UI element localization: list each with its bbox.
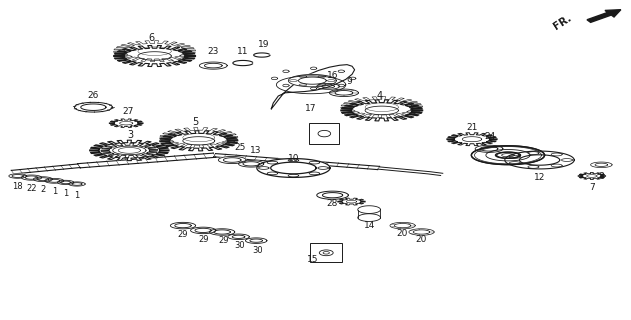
Text: 19: 19 <box>258 40 269 49</box>
Text: 16: 16 <box>327 71 338 80</box>
Text: 21: 21 <box>466 124 478 132</box>
Polygon shape <box>57 180 74 185</box>
Polygon shape <box>245 238 267 244</box>
Polygon shape <box>341 97 423 118</box>
Text: 10: 10 <box>288 154 299 163</box>
Polygon shape <box>114 45 196 67</box>
Polygon shape <box>271 65 355 109</box>
Polygon shape <box>101 143 158 158</box>
Text: 29: 29 <box>219 236 229 245</box>
Bar <box>309 123 339 144</box>
Text: 1: 1 <box>63 189 68 198</box>
Polygon shape <box>69 182 85 186</box>
Polygon shape <box>218 156 246 164</box>
Polygon shape <box>239 161 264 167</box>
Polygon shape <box>90 140 169 161</box>
Polygon shape <box>288 75 336 87</box>
Text: 9: 9 <box>346 77 353 86</box>
Polygon shape <box>78 153 216 168</box>
Polygon shape <box>317 84 339 89</box>
Polygon shape <box>33 177 52 182</box>
Polygon shape <box>341 100 423 121</box>
Text: 23: 23 <box>207 47 218 56</box>
Text: 15: 15 <box>307 255 318 264</box>
Text: 17: 17 <box>305 104 316 113</box>
Polygon shape <box>45 178 64 183</box>
Text: 20: 20 <box>396 229 408 238</box>
Polygon shape <box>409 229 434 235</box>
Text: 24: 24 <box>484 132 495 141</box>
Polygon shape <box>338 198 365 205</box>
Text: 30: 30 <box>252 246 262 255</box>
Polygon shape <box>209 229 235 235</box>
Text: 29: 29 <box>198 235 208 244</box>
Polygon shape <box>213 154 380 170</box>
Text: 12: 12 <box>534 173 545 182</box>
Polygon shape <box>475 145 503 152</box>
Text: 22: 22 <box>27 184 37 193</box>
Polygon shape <box>21 175 42 180</box>
Text: 29: 29 <box>178 230 188 239</box>
Polygon shape <box>317 191 348 199</box>
Polygon shape <box>9 174 27 178</box>
Polygon shape <box>170 222 196 229</box>
Polygon shape <box>160 131 238 151</box>
Text: 28: 28 <box>327 199 338 208</box>
Text: 7: 7 <box>589 183 595 192</box>
FancyArrow shape <box>587 10 621 22</box>
Polygon shape <box>191 227 216 234</box>
Polygon shape <box>578 172 606 180</box>
Text: 5: 5 <box>192 116 199 127</box>
Polygon shape <box>109 119 143 128</box>
Polygon shape <box>591 162 612 168</box>
Text: 20: 20 <box>416 236 427 244</box>
Polygon shape <box>447 133 497 146</box>
Text: 14: 14 <box>364 221 375 230</box>
Polygon shape <box>390 222 415 229</box>
Text: 3: 3 <box>127 130 134 140</box>
Text: 11: 11 <box>237 47 249 56</box>
Polygon shape <box>11 164 80 174</box>
Polygon shape <box>471 146 545 164</box>
Text: 6: 6 <box>148 33 155 43</box>
Text: 18: 18 <box>13 182 23 191</box>
Polygon shape <box>329 89 358 97</box>
Text: 1: 1 <box>74 191 80 200</box>
Polygon shape <box>505 151 574 169</box>
Text: 4: 4 <box>377 91 383 101</box>
Polygon shape <box>378 167 443 175</box>
Polygon shape <box>199 62 227 69</box>
Text: 1: 1 <box>52 187 57 196</box>
Polygon shape <box>257 159 330 177</box>
Text: FR.: FR. <box>551 13 573 32</box>
Text: 2: 2 <box>40 185 45 194</box>
Text: 26: 26 <box>88 92 99 100</box>
Text: 25: 25 <box>234 143 245 152</box>
Bar <box>310 243 342 262</box>
Polygon shape <box>74 102 112 112</box>
Text: 13: 13 <box>250 146 261 155</box>
Polygon shape <box>114 41 196 62</box>
Polygon shape <box>228 234 249 240</box>
Text: 27: 27 <box>122 108 134 116</box>
Text: 30: 30 <box>235 241 245 250</box>
Ellipse shape <box>323 252 329 254</box>
Text: 8: 8 <box>598 172 604 181</box>
Polygon shape <box>160 128 238 148</box>
Ellipse shape <box>319 250 333 256</box>
